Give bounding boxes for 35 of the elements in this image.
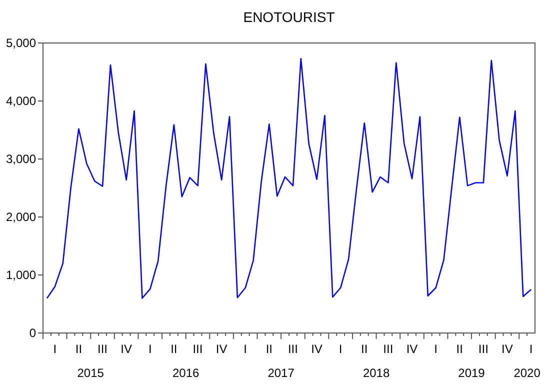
- x-tick-label: II: [361, 342, 368, 356]
- x-tick-label: IV: [406, 342, 418, 356]
- x-tick-label: III: [478, 342, 488, 356]
- y-tick-label: 5,000: [6, 36, 36, 50]
- x-tick-label: III: [288, 342, 298, 356]
- x-tick-label: III: [98, 342, 108, 356]
- x-tick-label: I: [434, 342, 438, 356]
- x-tick-label: II: [456, 342, 463, 356]
- x-tick-label: III: [192, 342, 203, 356]
- y-tick-label: 1,000: [6, 268, 36, 282]
- x-tick-label: IV: [120, 342, 132, 356]
- x-tick-label: II: [170, 342, 178, 356]
- y-tick-label: 2,000: [6, 210, 36, 224]
- x-tick-label: I: [244, 342, 248, 356]
- text: 2015: [77, 366, 104, 380]
- text: 2018: [362, 366, 390, 380]
- x-tick-label: I: [53, 342, 57, 356]
- line-series: [46, 58, 532, 299]
- x-tick-label: II: [75, 342, 82, 356]
- y-tick-label: 3,000: [6, 152, 36, 166]
- x-tick-label: III: [383, 342, 394, 356]
- y-tick-label: 0: [29, 326, 36, 340]
- x-tick-label: I: [529, 342, 533, 356]
- text: 2016: [172, 366, 200, 380]
- x-tick-label: II: [266, 342, 272, 356]
- chart-title: ENOTOURIST: [243, 9, 336, 25]
- x-tick-label: I: [148, 342, 152, 356]
- x-tick-label: IV: [502, 342, 513, 356]
- x-tick-label: IV: [311, 342, 322, 356]
- text: 2019: [458, 366, 486, 380]
- text: 2020: [514, 366, 541, 380]
- text: 2017: [268, 366, 295, 380]
- x-tick-label: IV: [216, 342, 228, 356]
- y-tick-label: 4,000: [6, 94, 36, 108]
- x-tick-label: I: [338, 342, 342, 356]
